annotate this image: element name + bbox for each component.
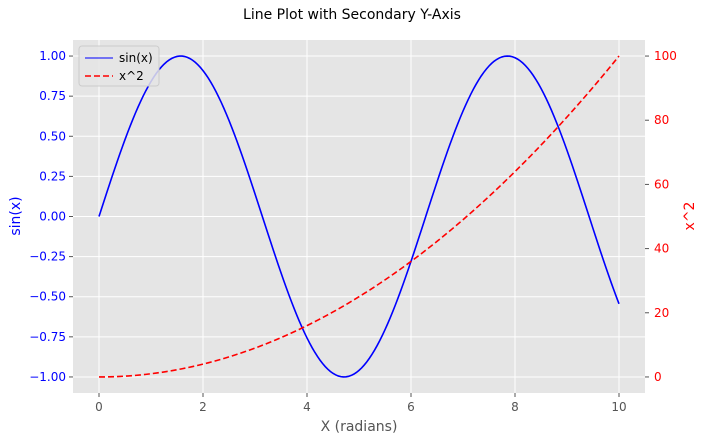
- right-tick-label: 0: [654, 370, 662, 384]
- x-tick-label: 0: [95, 400, 103, 414]
- left-tick-label: −0.75: [29, 330, 66, 344]
- grid: [73, 40, 645, 393]
- left-tick-label: −0.50: [29, 290, 66, 304]
- legend-label: x^2: [119, 69, 144, 83]
- x-axis-label: X (radians): [321, 419, 398, 435]
- left-tick-label: 0.25: [39, 169, 66, 183]
- right-tick-label: 40: [654, 242, 669, 256]
- right-tick-label: 20: [654, 306, 669, 320]
- left-tick-label: 0.50: [39, 129, 66, 143]
- legend: sin(x) x^2: [78, 45, 160, 87]
- left-tick-label: 0.00: [39, 210, 66, 224]
- x-tick-label: 8: [511, 400, 519, 414]
- right-tick-label: 60: [654, 177, 669, 191]
- series-line-sin: [98, 55, 620, 378]
- axes: 0 2 4 6 8 10 −1.00 −0.75 −0.50 −0.25 0.00 0.25 0.50 0…: [29, 49, 677, 414]
- right-y-axis-label: x^2: [682, 202, 698, 231]
- x-tick-label: 2: [199, 400, 207, 414]
- series-line-x-squared: [98, 55, 620, 378]
- chart-title: Line Plot with Secondary Y-Axis: [243, 7, 461, 23]
- left-tick-label: 1.00: [39, 49, 66, 63]
- left-tick-label: −1.00: [29, 370, 66, 384]
- left-tick-label: 0.75: [39, 89, 66, 103]
- x-tick-label: 10: [611, 400, 626, 414]
- plot-area: [73, 40, 645, 393]
- x-tick-label: 6: [407, 400, 415, 414]
- right-tick-label: 100: [654, 49, 677, 63]
- left-tick-label: −0.25: [29, 250, 66, 264]
- x-tick-label: 4: [303, 400, 311, 414]
- legend-label: sin(x): [119, 51, 153, 65]
- right-tick-label: 80: [654, 113, 669, 127]
- left-y-axis-label: sin(x): [8, 196, 24, 235]
- series-layer: [98, 55, 620, 378]
